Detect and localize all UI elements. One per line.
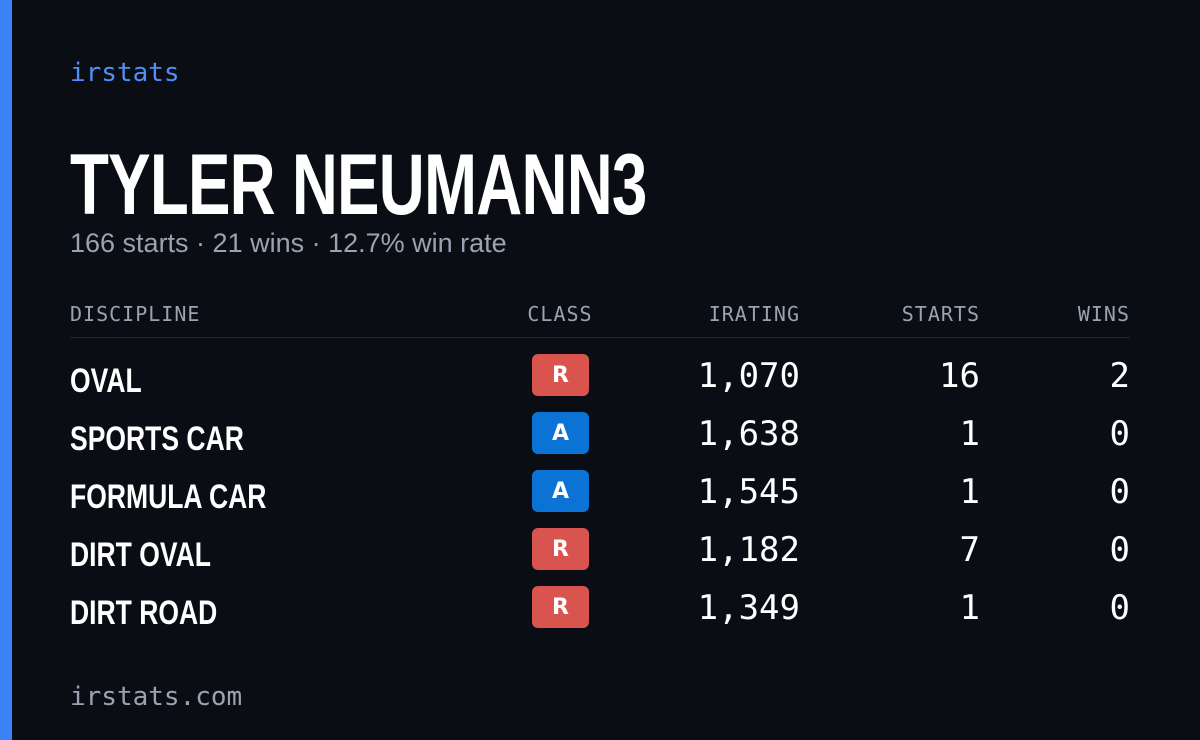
class-badge: R [532,354,589,396]
discipline: DIRT ROAD [70,594,218,632]
starts: 1 [959,472,980,512]
irating: 1,349 [697,588,800,628]
column-header: DISCIPLINE [70,302,201,326]
starts: 1 [959,588,980,628]
irating: 1,545 [697,472,800,512]
class-badge: A [532,470,589,512]
irating: 1,182 [697,530,800,570]
header-rule [70,337,1130,338]
column-header: WINS [1077,302,1130,326]
wins: 2 [1109,356,1130,396]
wins: 0 [1109,588,1130,628]
summary: 166 starts · 21 wins · 12.7% win rate [70,228,507,258]
class-badge: R [532,586,589,628]
irating: 1,638 [697,414,800,454]
column-header: IRATING [708,302,800,326]
irating: 1,070 [697,356,800,396]
footer: irstats.com [70,682,243,712]
starts: 1 [959,414,980,454]
starts: 7 [959,530,980,570]
discipline: SPORTS CAR [70,420,244,458]
wins: 0 [1109,472,1130,512]
column-header: STARTS [901,302,980,326]
class-badge: A [532,412,589,454]
brand: irstats [70,58,180,88]
starts: 16 [939,356,980,396]
class-badge: R [532,528,589,570]
accent-bar [0,0,12,740]
column-header: CLASS [527,302,593,326]
discipline: OVAL [70,362,142,400]
player-name: TYLER NEUMANN3 [70,137,647,233]
discipline: DIRT OVAL [70,536,211,574]
wins: 0 [1109,414,1130,454]
discipline: FORMULA CAR [70,478,267,516]
wins: 0 [1109,530,1130,570]
